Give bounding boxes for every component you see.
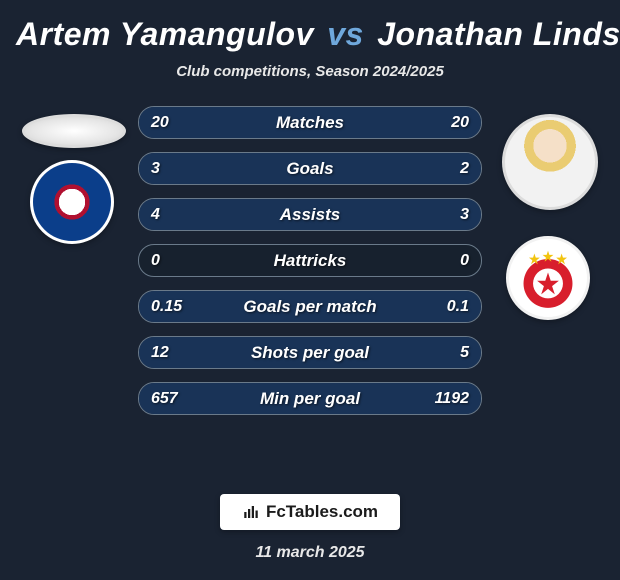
date-label: 11 march 2025 — [255, 544, 364, 562]
stat-label: Shots per goal — [139, 337, 481, 368]
infographic: Artem Yamangulov vs Jonathan Lindseth Cl… — [0, 0, 620, 580]
stat-label: Matches — [139, 107, 481, 138]
stat-label: Min per goal — [139, 383, 481, 414]
player2-name: Jonathan Lindseth — [377, 16, 620, 52]
stat-label: Hattricks — [139, 245, 481, 276]
stat-row: 6571192Min per goal — [138, 382, 482, 415]
brand-text: FcTables.com — [266, 502, 378, 522]
subtitle: Club competitions, Season 2024/2025 — [16, 63, 604, 80]
stat-label: Assists — [139, 199, 481, 230]
vs-label: vs — [327, 16, 364, 52]
stat-label: Goals per match — [139, 291, 481, 322]
comparison-title: Artem Yamangulov vs Jonathan Lindseth — [16, 16, 604, 53]
stat-rows: 2020Matches 32Goals 43Assists 00Hattricks 0.… — [138, 106, 482, 415]
stat-label: Goals — [139, 153, 481, 184]
player2-club-crest — [506, 236, 590, 320]
stat-row: 0.150.1Goals per match — [138, 290, 482, 323]
chart-icon — [242, 503, 260, 521]
footer: FcTables.com 11 march 2025 — [0, 494, 620, 562]
player1-name: Artem Yamangulov — [16, 16, 314, 52]
stat-row: 32Goals — [138, 152, 482, 185]
stat-row: 43Assists — [138, 198, 482, 231]
stat-row: 125Shots per goal — [138, 336, 482, 369]
stats-area: 2020Matches 32Goals 43Assists 00Hattricks 0.… — [16, 106, 604, 436]
brand-badge: FcTables.com — [220, 494, 400, 530]
player1-club-crest — [30, 160, 114, 244]
player1-avatar — [22, 114, 126, 148]
crest-star-icon — [514, 244, 582, 312]
stat-row: 00Hattricks — [138, 244, 482, 277]
player2-avatar — [502, 114, 598, 210]
stat-row: 2020Matches — [138, 106, 482, 139]
